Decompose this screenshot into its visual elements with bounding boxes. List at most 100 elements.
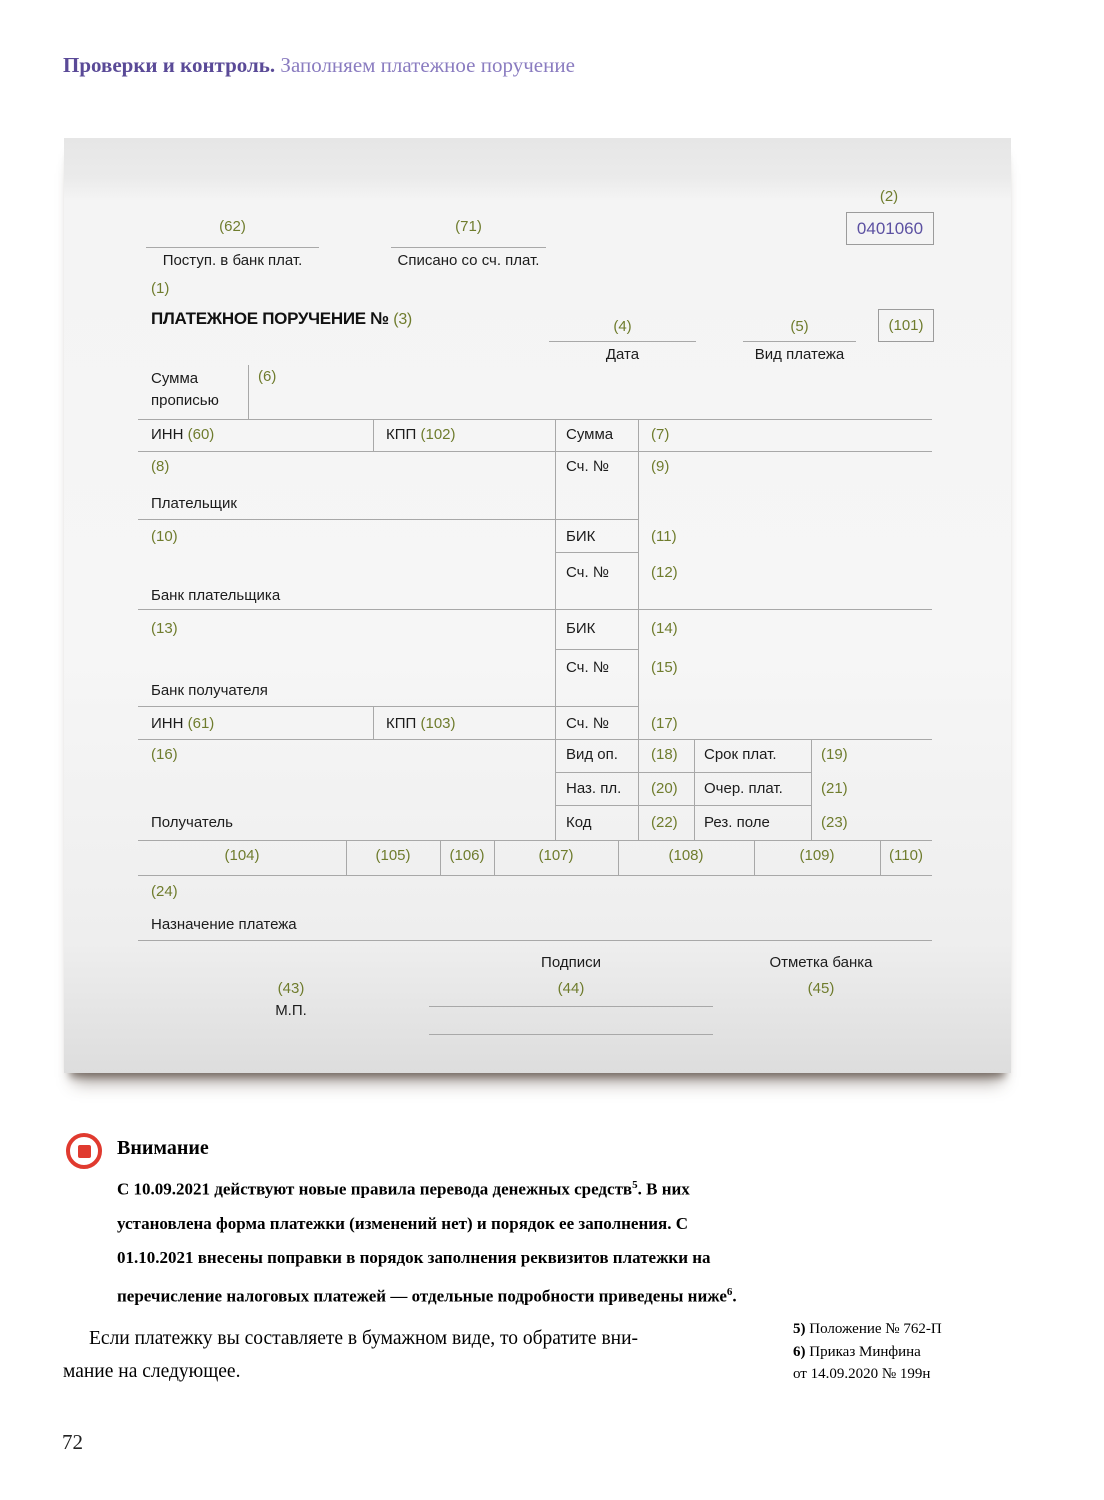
field-21-number: (21) (821, 780, 848, 797)
form-title: ПЛАТЕЖНОЕ ПОРУЧЕНИЕ № (3) (151, 309, 412, 328)
field-5-number: (5) (790, 318, 809, 335)
field-43-number: (43) (277, 980, 305, 997)
field-8-number: (8) (151, 458, 170, 475)
field-101-box: (101) (878, 309, 934, 342)
grid-line (373, 706, 374, 739)
footnote-ref-6: 6 (726, 1285, 733, 1298)
footnote-6: 6) Приказ Минфина (793, 1343, 921, 1360)
field-10-number: (10) (151, 528, 178, 545)
signature-line (429, 1034, 713, 1035)
field-9-number: (9) (651, 458, 670, 475)
field-109-number: (109) (799, 847, 835, 864)
grid-line (138, 419, 932, 420)
grid-line (880, 840, 881, 875)
grid-line (138, 840, 932, 841)
field-5-label: Вид платежа (754, 346, 845, 363)
field-17-number: (17) (651, 715, 678, 732)
signature-line (429, 1006, 713, 1007)
field-11-number: (11) (651, 528, 677, 545)
grid-line (138, 706, 638, 707)
purpose-label: Назначение платежа (151, 916, 297, 933)
op-type-label: Вид оп. (566, 746, 618, 763)
field-1-number: (1) (151, 280, 170, 297)
page-header-bold: Проверки и контроль. (63, 53, 276, 77)
field-2-number: (2) (879, 188, 899, 205)
field-71-number: (71) (455, 218, 482, 235)
grid-line (694, 739, 695, 840)
acc-17-label: Сч. № (566, 715, 609, 732)
grid-line (373, 420, 374, 451)
attention-paragraph: С 10.09.2021 действуют новые правила пер… (117, 1179, 737, 1306)
field-19-number: (19) (821, 746, 848, 763)
due-date-label: Срок плат. (704, 746, 777, 763)
grid-line (618, 840, 619, 875)
grid-line (138, 940, 932, 941)
kpp-102-cell: КПП (102) (386, 426, 456, 443)
page-number: 72 (62, 1430, 83, 1454)
body-paragraph: Если платежку вы составляете в бумажном … (63, 1328, 639, 1382)
payee-label: Получатель (151, 814, 233, 831)
inn-60-cell: ИНН (60) (151, 426, 215, 443)
field-104-number: (104) (224, 847, 260, 864)
field-105-number: (105) (375, 847, 411, 864)
field-4-number: (4) (613, 318, 632, 335)
bik-14-label: БИК (566, 620, 596, 637)
payee-bank-label: Банк получателя (151, 682, 268, 699)
attention-icon (66, 1133, 102, 1169)
acc-9-label: Сч. № (566, 458, 609, 475)
grid-line (138, 609, 932, 610)
grid-line (638, 420, 639, 840)
field-22-number: (22) (651, 814, 678, 831)
signatures-label: Подписи (541, 954, 601, 971)
bank-mark-label: Отметка банка (769, 954, 873, 971)
field-3-number: (3) (393, 311, 412, 328)
field-12-number: (12) (651, 564, 678, 581)
acc-15-label: Сч. № (566, 659, 609, 676)
code-label: Код (566, 814, 592, 831)
payer-bank-label: Банк плательщика (151, 587, 281, 604)
amount-words-label: Сумма прописью (151, 370, 219, 409)
page-header-rest: Заполняем платежное поручение (280, 53, 575, 77)
field-107-number: (107) (538, 847, 574, 864)
inn-61-cell: ИНН (61) (151, 715, 215, 732)
acc-12-label: Сч. № (566, 564, 609, 581)
footnotes: 5) Положение № 762-П 6) Приказ Минфина о… (793, 1318, 983, 1386)
footnote-6-cont: от 14.09.2020 № 199н (793, 1366, 931, 1382)
priority-label: Очер. плат. (704, 780, 783, 797)
attention-icon-square (77, 1144, 91, 1158)
field-110-number: (110) (889, 847, 923, 864)
payment-order-form: (62) Поступ. в банк плат. (71) Списано с… (64, 138, 1011, 1073)
mp-label: М.П. (275, 1002, 307, 1019)
grid-line (555, 649, 638, 650)
field-23-number: (23) (821, 814, 848, 831)
field-7-number: (7) (651, 426, 670, 443)
kpp-103-cell: КПП (103) (386, 715, 456, 732)
grid-line (811, 739, 812, 840)
amount-label: Сумма (566, 426, 614, 443)
field-45-number: (45) (807, 980, 835, 997)
grid-line (138, 875, 932, 876)
grid-line (555, 552, 638, 553)
field-14-number: (14) (651, 620, 678, 637)
page-header: Проверки и контроль. Заполняем платежное… (63, 52, 575, 78)
grid-line (138, 739, 932, 740)
field-16-number: (16) (151, 746, 178, 763)
field-62-number: (62) (219, 218, 246, 235)
field-71-label: Списано со сч. плат. (397, 252, 540, 269)
field-71-line (391, 247, 546, 248)
amount-words-divider (248, 365, 249, 419)
footnote-5: 5) Положение № 762-П (793, 1321, 942, 1337)
footnote-ref-5: 5 (632, 1179, 638, 1191)
field-24-number: (24) (151, 883, 178, 900)
field-20-number: (20) (651, 780, 678, 797)
field-44-number: (44) (557, 980, 585, 997)
naz-pl-label: Наз. пл. (566, 780, 622, 797)
field-5-line (743, 341, 856, 342)
grid-line (555, 420, 556, 840)
attention-title: Внимание (117, 1137, 209, 1159)
bik-11-label: БИК (566, 528, 596, 545)
field-4-label: Дата (605, 346, 640, 363)
grid-line (138, 519, 638, 520)
field-15-number: (15) (651, 659, 678, 676)
field-18-number: (18) (651, 746, 678, 763)
